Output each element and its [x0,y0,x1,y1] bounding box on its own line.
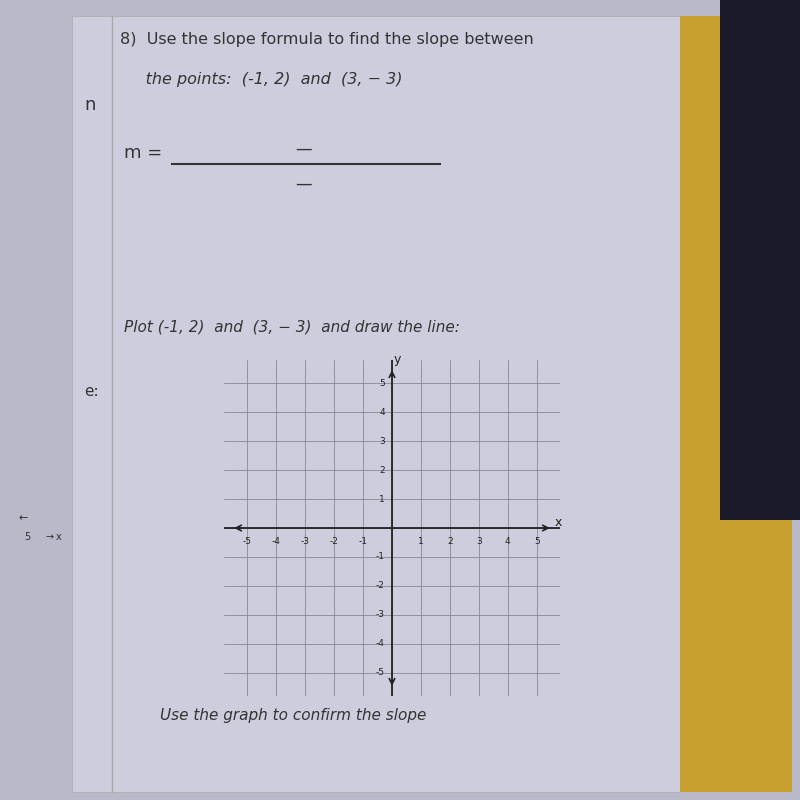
Text: -2: -2 [376,582,385,590]
Text: 2: 2 [447,537,453,546]
Text: $\rightarrow$x: $\rightarrow$x [44,532,63,542]
Text: 3: 3 [379,437,385,446]
Text: -5: -5 [242,537,252,546]
Text: m =: m = [124,144,162,162]
Text: 2: 2 [379,466,385,474]
Text: n: n [84,96,95,114]
Text: —: — [296,174,312,192]
Text: -2: -2 [330,537,338,546]
Text: Use the graph to confirm the slope: Use the graph to confirm the slope [160,708,426,723]
Text: -5: -5 [376,668,385,678]
Text: -3: -3 [376,610,385,619]
Text: the points:  (-1, 2)  and  (3, − 3): the points: (-1, 2) and (3, − 3) [120,72,402,87]
FancyBboxPatch shape [72,16,680,792]
Text: 5: 5 [534,537,540,546]
FancyBboxPatch shape [720,0,800,520]
Text: 4: 4 [379,408,385,417]
Text: 8)  Use the slope formula to find the slope between: 8) Use the slope formula to find the slo… [120,32,534,47]
Text: 5: 5 [24,532,30,542]
Text: e:: e: [84,384,98,399]
Text: 5: 5 [379,378,385,388]
Text: -4: -4 [272,537,281,546]
Text: x: x [554,516,562,530]
Text: 1: 1 [418,537,424,546]
Text: 3: 3 [476,537,482,546]
Text: $\leftarrow$: $\leftarrow$ [16,512,29,522]
Text: —: — [296,140,312,158]
Text: -4: -4 [376,639,385,648]
Text: Plot (-1, 2)  and  (3, − 3)  and draw the line:: Plot (-1, 2) and (3, − 3) and draw the l… [124,320,460,335]
Text: -1: -1 [358,537,367,546]
Text: -1: -1 [376,553,385,562]
FancyBboxPatch shape [680,16,792,792]
Text: y: y [394,353,401,366]
Text: 1: 1 [379,494,385,503]
Text: -3: -3 [301,537,310,546]
Text: 4: 4 [505,537,510,546]
